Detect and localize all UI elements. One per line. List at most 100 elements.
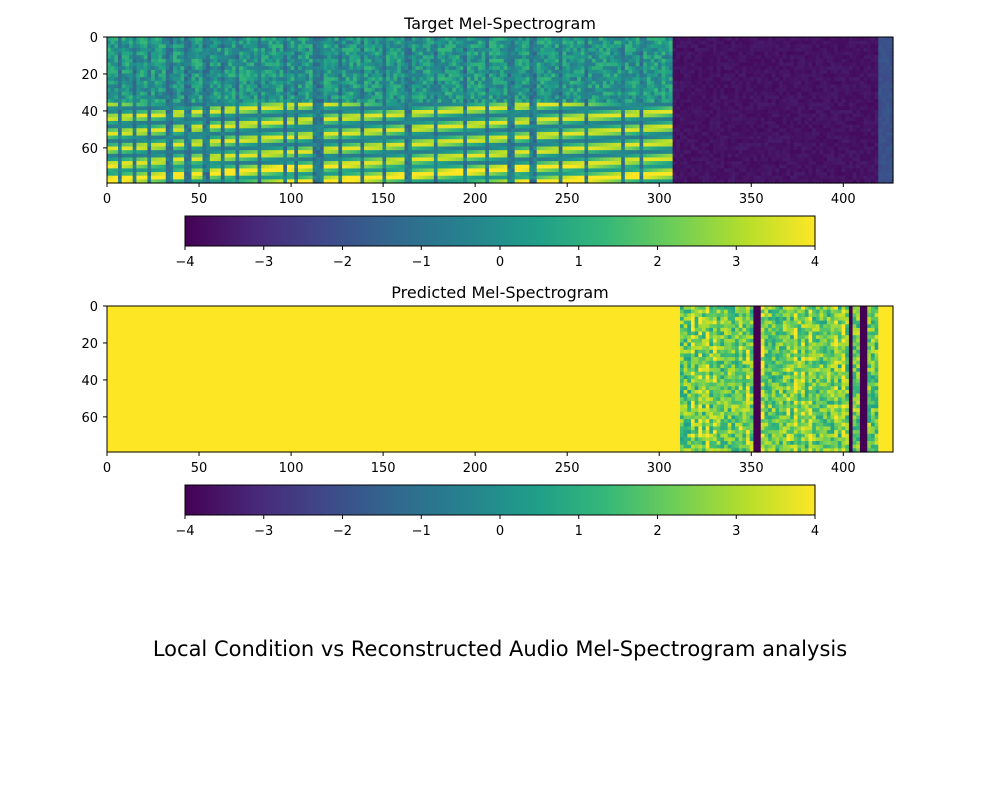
heatmap-cell <box>272 84 277 89</box>
heatmap-cell <box>257 139 262 144</box>
heatmap-cell <box>518 99 523 104</box>
heatmap-cell <box>114 117 119 122</box>
heatmap-cell <box>507 73 512 78</box>
heatmap-cell <box>107 77 112 82</box>
heatmap-cell <box>466 175 472 180</box>
heatmap-cell <box>426 44 431 49</box>
heatmap-cell <box>375 161 380 166</box>
heatmap-cell <box>283 150 288 155</box>
heatmap-cell <box>246 102 251 107</box>
heatmap-cell <box>378 51 384 56</box>
heatmap-cell <box>228 146 233 151</box>
heatmap-cell <box>301 124 306 129</box>
heatmap-cell <box>110 179 115 184</box>
heatmap-cell <box>444 157 450 162</box>
heatmap-cell <box>327 91 332 96</box>
heatmap-cell <box>500 51 505 56</box>
heatmap-cell <box>334 175 339 180</box>
heatmap-cell <box>198 139 204 144</box>
heatmap-cell <box>283 120 288 126</box>
heatmap-cell <box>349 161 354 166</box>
heatmap-cell <box>452 128 457 133</box>
heatmap-cell <box>518 44 523 49</box>
heatmap-cell <box>154 51 160 56</box>
heatmap-cell <box>129 55 134 60</box>
heatmap-cell <box>213 73 218 78</box>
heatmap-cell <box>261 153 266 159</box>
heatmap-cell <box>386 113 391 118</box>
heatmap-cell <box>448 161 453 166</box>
heatmap-cell <box>430 102 435 107</box>
heatmap-cell <box>132 73 137 78</box>
heatmap-cell <box>286 172 292 177</box>
heatmap-cell <box>500 80 505 86</box>
heatmap-cell <box>544 150 549 155</box>
heatmap-cell <box>228 161 233 166</box>
heatmap-cell <box>224 77 229 82</box>
heatmap-cell <box>503 40 508 45</box>
heatmap-cell <box>342 172 347 177</box>
heatmap-cell <box>331 106 336 111</box>
heatmap-cell <box>132 91 137 96</box>
heatmap-cell <box>540 139 545 144</box>
heatmap-cell <box>286 73 292 78</box>
heatmap-cell <box>191 51 196 56</box>
heatmap-cell <box>555 139 560 144</box>
heatmap-cell <box>393 124 398 129</box>
heatmap-cell <box>231 128 237 133</box>
heatmap-cell <box>195 161 200 166</box>
heatmap-cell <box>173 172 178 177</box>
heatmap-cell <box>536 51 541 56</box>
heatmap-cell <box>338 161 343 166</box>
heatmap-cell <box>107 55 112 60</box>
heatmap-cell <box>242 146 248 151</box>
heatmap-cell <box>151 84 156 89</box>
heatmap-cell <box>231 157 237 162</box>
heatmap-cell <box>533 117 538 122</box>
heatmap-cell <box>360 172 365 177</box>
heatmap-cell <box>309 58 314 64</box>
heatmap-cell <box>224 142 229 148</box>
heatmap-cell <box>198 84 204 89</box>
heatmap-cell <box>338 113 343 118</box>
heatmap-cell <box>514 139 519 144</box>
heatmap-cell <box>496 73 501 78</box>
heatmap-cell <box>375 84 380 89</box>
heatmap-cell <box>426 168 431 173</box>
heatmap-cell <box>544 131 549 137</box>
heatmap-cell <box>250 128 255 133</box>
heatmap-cell <box>364 37 369 42</box>
heatmap-cell <box>444 69 450 75</box>
heatmap-cell <box>437 62 442 67</box>
heatmap-cell <box>378 117 384 122</box>
heatmap-cell <box>378 131 384 137</box>
heatmap-cell <box>176 95 182 100</box>
heatmap-cell <box>198 150 204 155</box>
heatmap-cell <box>268 91 273 96</box>
heatmap-cell <box>477 164 483 169</box>
heatmap-cell <box>147 44 152 49</box>
heatmap-cell <box>518 51 523 56</box>
heatmap-cell <box>173 69 178 75</box>
heatmap-cell <box>176 110 182 115</box>
heatmap-cell <box>342 44 347 49</box>
heatmap-cell <box>533 66 538 71</box>
heatmap-cell <box>191 157 196 162</box>
heatmap-cell <box>551 164 556 169</box>
heatmap-cell <box>132 142 137 148</box>
heatmap-cell <box>294 172 299 177</box>
heatmap-cell <box>228 62 233 67</box>
heatmap-cell <box>345 113 351 118</box>
heatmap-cell <box>393 69 398 75</box>
heatmap-cell <box>305 113 310 118</box>
heatmap-cell <box>518 150 523 155</box>
heatmap-cell <box>114 161 119 166</box>
heatmap-cell <box>342 157 347 162</box>
heatmap-cell <box>437 91 442 96</box>
heatmap-cell <box>496 175 501 180</box>
heatmap-cell <box>485 150 490 155</box>
heatmap-cell <box>261 73 266 78</box>
heatmap-cell <box>246 150 251 155</box>
heatmap-cell <box>448 91 453 96</box>
heatmap-cell <box>176 77 182 82</box>
